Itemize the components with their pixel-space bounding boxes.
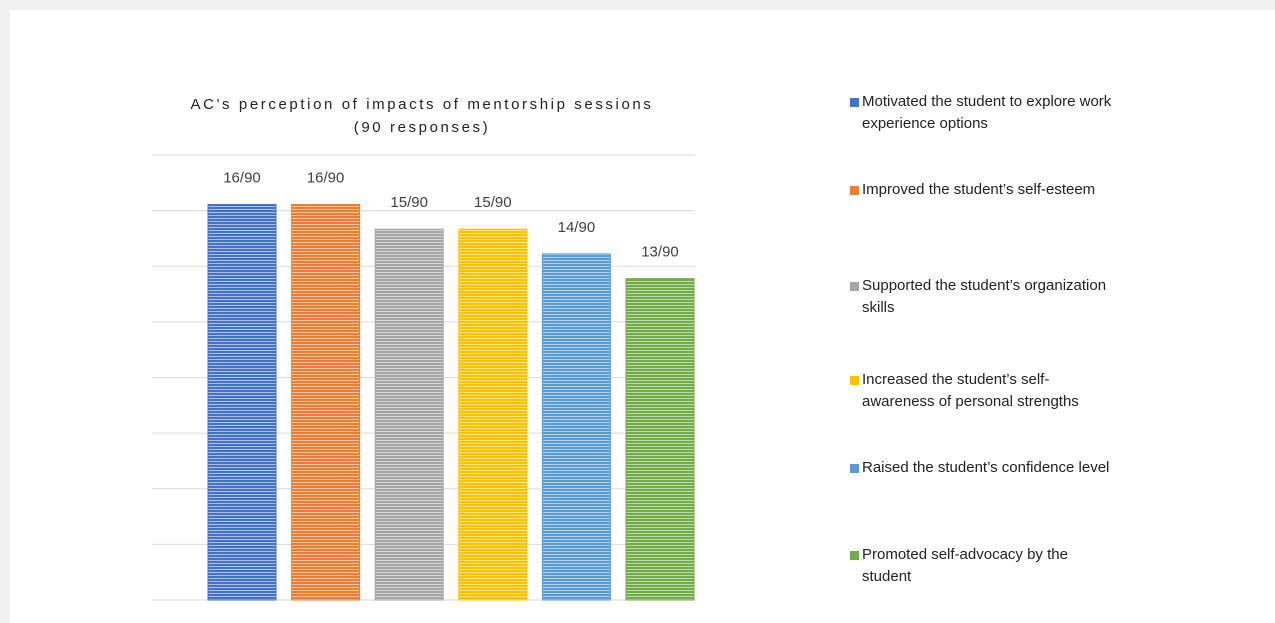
legend-swatch: [850, 282, 859, 291]
legend-label: Increased the student’s self-awareness o…: [862, 371, 1079, 410]
legend-swatch: [850, 186, 859, 195]
data-label: 14/90: [558, 219, 596, 236]
legend-label: Raised the student’s confidence level: [862, 459, 1110, 476]
legend-swatch: [850, 98, 859, 107]
legend-label: Improved the student’s self-esteem: [862, 181, 1096, 198]
legend-label: Promoted self-advocacy by the student: [862, 546, 1068, 585]
data-label: 16/90: [307, 169, 345, 186]
data-label: 16/90: [223, 169, 261, 186]
bar: [458, 228, 528, 601]
bar: [207, 203, 277, 601]
legend-swatch: [850, 464, 859, 473]
legend-label: Supported the student’s organization ski…: [862, 277, 1107, 316]
legend-swatch: [850, 376, 859, 385]
data-label: 15/90: [390, 194, 428, 211]
legend-swatch: [850, 551, 859, 560]
bar: [625, 278, 695, 601]
chart-title: (90 responses): [354, 119, 490, 136]
data-label: 15/90: [474, 194, 512, 211]
legend-label: Motivated the student to explore work ex…: [862, 93, 1112, 132]
data-label: 13/90: [641, 244, 679, 261]
bar: [541, 253, 611, 601]
bar: [374, 228, 444, 601]
bar: [291, 203, 361, 601]
chart-title: AC's perception of impacts of mentorship…: [191, 96, 654, 113]
